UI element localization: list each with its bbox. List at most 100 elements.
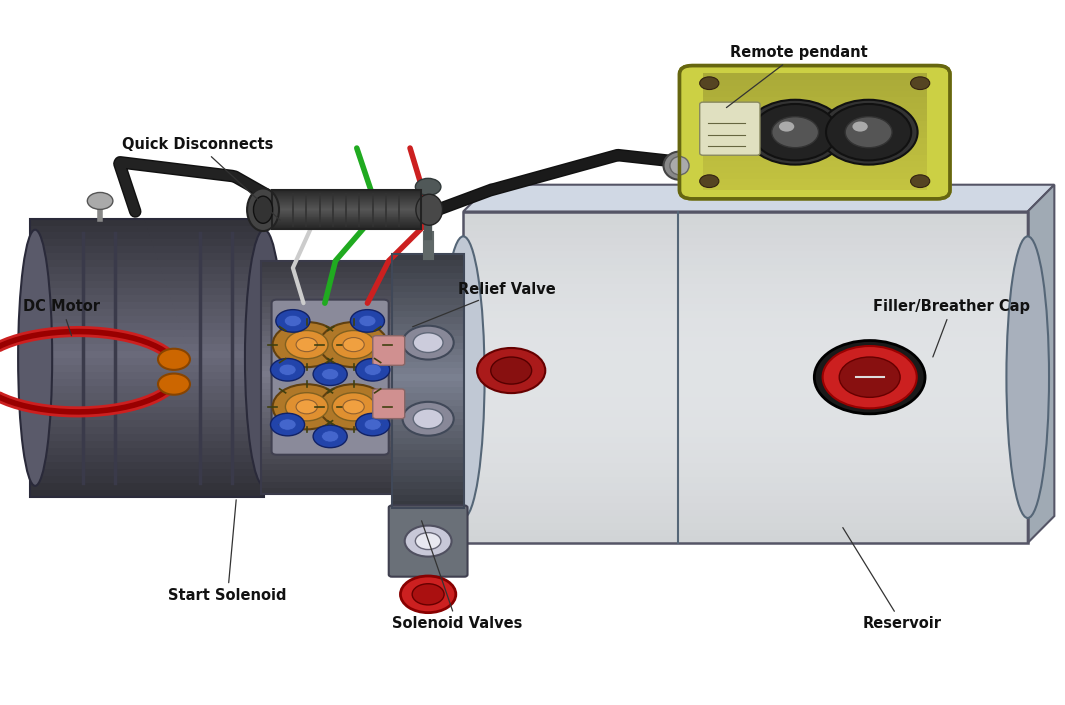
- Bar: [261, 458, 399, 465]
- Bar: [463, 357, 1028, 364]
- Circle shape: [271, 413, 305, 436]
- Bar: [30, 343, 264, 351]
- Bar: [272, 212, 421, 214]
- Bar: [392, 405, 464, 412]
- Bar: [272, 198, 421, 200]
- Bar: [272, 223, 421, 224]
- Bar: [30, 455, 264, 462]
- Bar: [261, 417, 399, 424]
- Bar: [392, 393, 464, 400]
- Bar: [463, 304, 1028, 311]
- Bar: [703, 85, 927, 92]
- Ellipse shape: [253, 196, 273, 223]
- Ellipse shape: [415, 194, 443, 226]
- Bar: [30, 245, 264, 253]
- Circle shape: [332, 331, 375, 359]
- Bar: [261, 261, 399, 494]
- Bar: [272, 203, 421, 205]
- Bar: [392, 418, 464, 425]
- Bar: [392, 501, 464, 508]
- Bar: [703, 125, 927, 133]
- Bar: [272, 201, 421, 203]
- Bar: [272, 204, 421, 206]
- Bar: [392, 412, 464, 419]
- Bar: [463, 482, 1028, 490]
- Bar: [463, 337, 1028, 344]
- Bar: [463, 277, 1028, 284]
- Bar: [463, 443, 1028, 450]
- Bar: [272, 200, 421, 202]
- Bar: [463, 436, 1028, 443]
- Circle shape: [332, 393, 375, 421]
- Bar: [703, 137, 927, 144]
- Circle shape: [158, 349, 190, 370]
- FancyBboxPatch shape: [700, 102, 760, 155]
- Bar: [463, 496, 1028, 503]
- Circle shape: [271, 359, 305, 381]
- Bar: [463, 231, 1028, 238]
- Bar: [272, 200, 421, 201]
- Ellipse shape: [663, 152, 695, 180]
- Bar: [261, 482, 399, 488]
- Bar: [30, 259, 264, 267]
- Bar: [272, 190, 421, 191]
- Bar: [30, 322, 264, 330]
- Bar: [261, 301, 399, 307]
- Circle shape: [359, 315, 376, 326]
- Bar: [261, 400, 399, 406]
- Bar: [261, 330, 399, 336]
- Bar: [703, 178, 927, 185]
- Bar: [703, 143, 927, 149]
- Bar: [392, 285, 464, 292]
- Bar: [30, 218, 264, 226]
- Bar: [392, 259, 464, 266]
- Bar: [463, 343, 1028, 350]
- Bar: [261, 371, 399, 377]
- Circle shape: [826, 104, 912, 161]
- Text: Solenoid Valves: Solenoid Valves: [392, 521, 522, 632]
- Bar: [392, 488, 464, 495]
- Polygon shape: [1028, 185, 1054, 543]
- Circle shape: [747, 99, 845, 164]
- Bar: [261, 452, 399, 459]
- Bar: [261, 365, 399, 372]
- Text: Quick Disconnects: Quick Disconnects: [122, 137, 280, 220]
- Bar: [261, 348, 399, 354]
- Bar: [463, 317, 1028, 324]
- Bar: [463, 350, 1028, 357]
- Bar: [30, 302, 264, 309]
- Bar: [261, 295, 399, 302]
- Bar: [30, 315, 264, 323]
- Bar: [392, 386, 464, 393]
- Bar: [272, 195, 421, 197]
- Bar: [703, 97, 927, 103]
- Bar: [463, 536, 1028, 543]
- Bar: [463, 489, 1028, 496]
- Bar: [463, 271, 1028, 278]
- Circle shape: [296, 338, 317, 352]
- Polygon shape: [463, 185, 1054, 212]
- Bar: [30, 406, 264, 413]
- Bar: [261, 441, 399, 447]
- Bar: [392, 380, 464, 387]
- Circle shape: [405, 525, 452, 557]
- Circle shape: [87, 192, 113, 209]
- Ellipse shape: [245, 230, 283, 486]
- Bar: [30, 329, 264, 337]
- FancyBboxPatch shape: [272, 300, 389, 455]
- Bar: [261, 283, 399, 290]
- Bar: [703, 73, 927, 80]
- Bar: [703, 172, 927, 179]
- Bar: [30, 441, 264, 448]
- Circle shape: [779, 121, 794, 132]
- Bar: [272, 220, 421, 221]
- Ellipse shape: [670, 157, 689, 175]
- Bar: [30, 385, 264, 393]
- Bar: [392, 431, 464, 438]
- Bar: [463, 310, 1028, 317]
- Bar: [392, 253, 464, 260]
- Circle shape: [343, 338, 364, 352]
- Bar: [463, 290, 1028, 298]
- Bar: [272, 208, 421, 210]
- Bar: [463, 462, 1028, 470]
